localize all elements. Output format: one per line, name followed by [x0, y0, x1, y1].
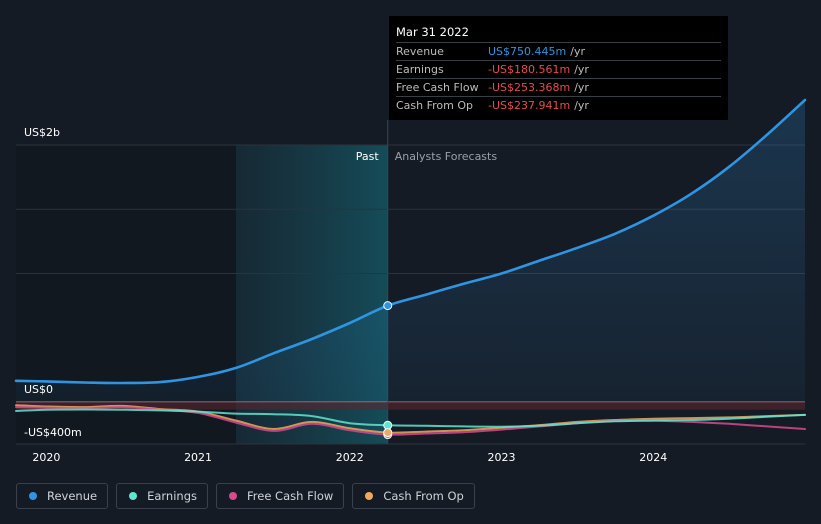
- y-tick-label: US$0: [24, 383, 53, 396]
- past-label: Past: [356, 150, 380, 163]
- x-tick-label: 2024: [639, 451, 667, 464]
- tooltip-row-earnings: Earnings -US$180.561m/yr: [396, 60, 721, 78]
- x-tick-label: 2020: [32, 451, 60, 464]
- revenue-area: [16, 100, 805, 402]
- legend-label: Free Cash Flow: [247, 489, 334, 503]
- tooltip-unit: /yr: [574, 63, 589, 76]
- tooltip-row-cash-from-op: Cash From Op -US$237.941m/yr: [396, 96, 721, 114]
- legend-dot-icon: [229, 492, 237, 500]
- legend-label: Revenue: [47, 489, 98, 503]
- legend: Revenue Earnings Free Cash Flow Cash From O…: [16, 483, 475, 509]
- legend-cash-from-op[interactable]: Cash From Op: [352, 483, 475, 509]
- x-tick-label: 2021: [184, 451, 212, 464]
- revenue-point: [383, 301, 393, 311]
- tooltip-row-free-cash-flow: Free Cash Flow -US$253.368m/yr: [396, 78, 721, 96]
- tooltip-label: Cash From Op: [396, 99, 474, 112]
- legend-dot-icon: [29, 492, 37, 500]
- tooltip: Mar 31 2022 Revenue US$750.445m/yr Earning…: [389, 16, 728, 120]
- legend-dot-icon: [129, 492, 138, 500]
- legend-label: Earnings: [147, 489, 197, 503]
- x-tick-label: 2022: [336, 451, 364, 464]
- legend-free-cash-flow[interactable]: Free Cash Flow: [216, 483, 345, 509]
- tooltip-value: -US$237.941m: [488, 99, 571, 112]
- forecast-label: Analysts Forecasts: [395, 150, 498, 163]
- tooltip-label: Earnings: [396, 63, 444, 76]
- revenue-line: [14, 98, 807, 385]
- y-tick-label: -US$400m: [24, 426, 82, 439]
- earnings-point: [383, 420, 393, 430]
- x-tick-label: 2023: [488, 451, 516, 464]
- tooltip-value: -US$253.368m: [488, 81, 571, 94]
- earnings-line: [15, 408, 806, 428]
- legend-revenue[interactable]: Revenue: [16, 483, 109, 509]
- tooltip-label: Revenue: [396, 45, 444, 58]
- cash-from-op-point: [383, 428, 393, 438]
- y-tick-label: US$2b: [24, 126, 60, 139]
- negative-band: [16, 402, 805, 410]
- tooltip-row-revenue: Revenue US$750.445m/yr: [396, 42, 721, 60]
- tooltip-unit: /yr: [574, 99, 589, 112]
- tooltip-unit: /yr: [574, 81, 589, 94]
- tooltip-value: US$750.445m: [488, 45, 567, 58]
- tooltip-value: -US$180.561m: [488, 63, 571, 76]
- tooltip-unit: /yr: [570, 45, 585, 58]
- legend-label: Cash From Op: [383, 489, 464, 503]
- legend-earnings[interactable]: Earnings: [116, 483, 208, 509]
- tooltip-date: Mar 31 2022: [396, 25, 469, 39]
- tooltip-label: Free Cash Flow: [396, 81, 479, 94]
- legend-dot-icon: [365, 492, 374, 500]
